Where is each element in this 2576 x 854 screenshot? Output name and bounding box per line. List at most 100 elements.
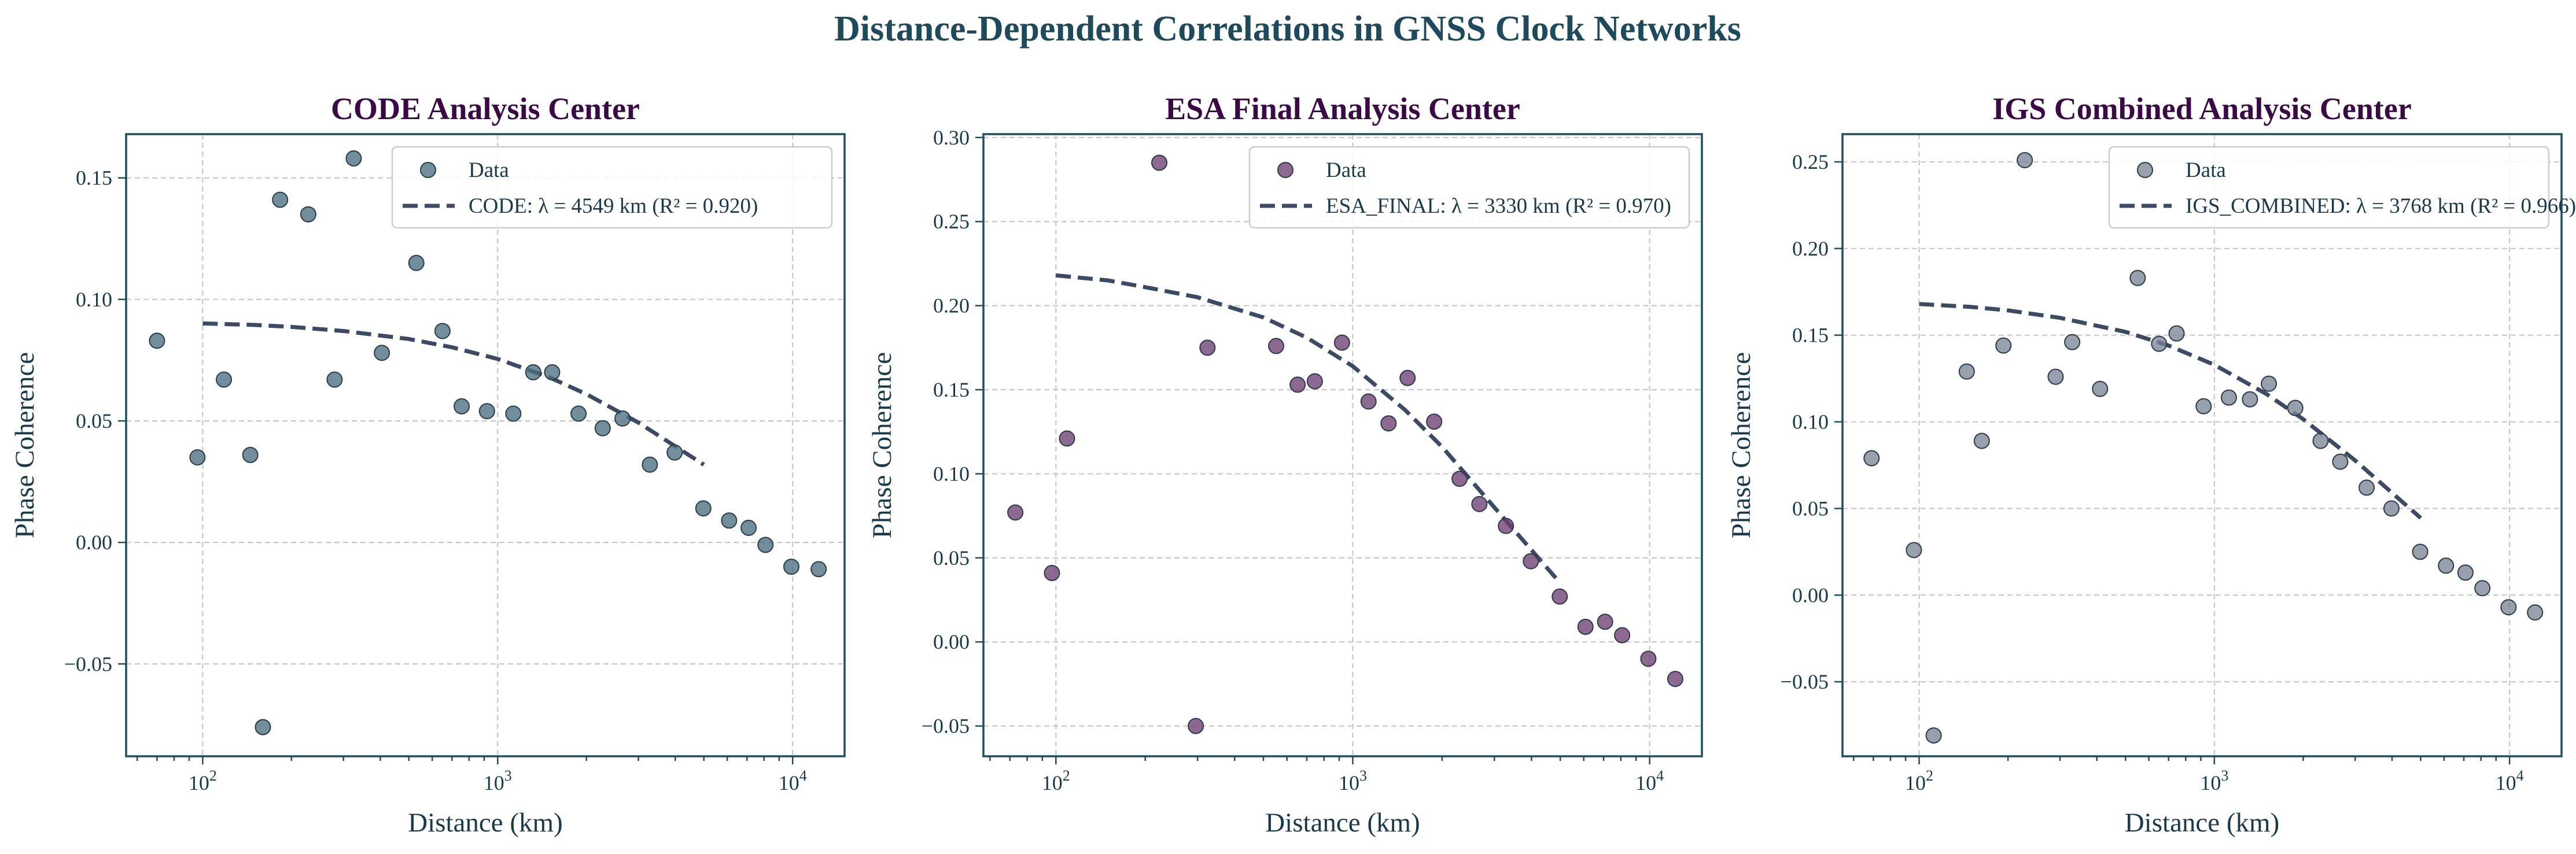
data-point bbox=[242, 446, 259, 463]
data-point bbox=[272, 191, 289, 208]
axes-frame bbox=[125, 133, 846, 757]
x-axis-label: Distance (km) bbox=[2125, 808, 2280, 838]
legend-label-fit: CODE: λ = 4549 km (R² = 0.920) bbox=[469, 194, 758, 218]
legend-box bbox=[391, 146, 833, 229]
y-axis-label: Phase Coherence bbox=[867, 352, 897, 538]
x-tick-label: 102 bbox=[1905, 767, 1933, 794]
data-point bbox=[2412, 544, 2428, 560]
data-point bbox=[721, 512, 738, 529]
x-tick-label-exponent: 2 bbox=[209, 767, 217, 784]
data-point bbox=[478, 403, 495, 420]
data-point bbox=[544, 364, 561, 380]
data-point bbox=[2129, 269, 2146, 286]
data-point bbox=[2287, 400, 2304, 416]
legend-marker-data bbox=[420, 162, 436, 178]
y-tick-label: 0.15 bbox=[933, 378, 970, 401]
fit-line bbox=[1055, 273, 1562, 585]
legend-label-data: Data bbox=[469, 158, 509, 182]
data-point bbox=[2358, 479, 2375, 496]
data-point bbox=[783, 559, 799, 575]
x-tick-label-exponent: 4 bbox=[799, 767, 807, 784]
data-point bbox=[1471, 496, 1488, 512]
data-point bbox=[525, 364, 541, 380]
data-point bbox=[505, 405, 522, 422]
legend-marker-data bbox=[1277, 162, 1293, 178]
data-point bbox=[1995, 337, 2012, 354]
data-point bbox=[1906, 542, 1922, 559]
x-tick-label: 102 bbox=[189, 767, 217, 794]
y-tick-label: 0.30 bbox=[933, 126, 970, 149]
data-point bbox=[2168, 325, 2185, 342]
y-axis-label: Phase Coherence bbox=[1726, 352, 1756, 538]
data-point bbox=[189, 449, 206, 466]
data-point bbox=[642, 456, 658, 473]
data-point bbox=[2474, 580, 2491, 597]
legend-label-data: Data bbox=[1326, 158, 1366, 182]
data-points bbox=[149, 150, 827, 735]
x-tick-label-exponent: 4 bbox=[1656, 767, 1664, 784]
x-tick-label-base: 10 bbox=[189, 771, 209, 794]
y-tick-label: 0.05 bbox=[933, 546, 970, 570]
subplot-title: ESA Final Analysis Center bbox=[1165, 91, 1520, 126]
x-tick-label-base: 10 bbox=[1635, 771, 1656, 794]
y-tick-label: 0.05 bbox=[76, 409, 112, 432]
data-point bbox=[666, 444, 683, 461]
x-tick-label: 103 bbox=[484, 767, 512, 794]
data-point bbox=[2500, 599, 2517, 616]
data-point bbox=[434, 323, 451, 339]
data-point bbox=[1059, 430, 1075, 447]
x-tick-label-exponent: 3 bbox=[1359, 767, 1367, 784]
data-point bbox=[1667, 671, 1683, 687]
y-tick-label: −0.05 bbox=[922, 715, 970, 738]
data-point bbox=[454, 398, 470, 415]
data-point bbox=[1640, 650, 1657, 667]
data-point bbox=[1552, 588, 1568, 605]
data-point bbox=[1498, 517, 1514, 534]
legend: Data IGS_COMBINED: λ = 3768 km (R² = 0.96… bbox=[2108, 146, 2576, 229]
x-tick-label-base: 10 bbox=[1339, 771, 1359, 794]
y-tick-label: 0.10 bbox=[933, 462, 970, 485]
x-tick-label: 103 bbox=[2200, 767, 2228, 794]
y-tick-label: 0.15 bbox=[1792, 324, 1829, 347]
y-tick-label: 0.00 bbox=[933, 630, 970, 653]
subplot-3: 102 103 104−0.050.000.050.100.150.200.25IG… bbox=[1726, 91, 2576, 838]
data-point bbox=[2242, 391, 2258, 408]
x-tick-label-base: 10 bbox=[484, 771, 504, 794]
x-tick-label: 104 bbox=[1635, 767, 1664, 794]
y-tick-label: 0.05 bbox=[1792, 497, 1829, 520]
y-tick-label: 0.10 bbox=[76, 288, 112, 311]
data-point bbox=[614, 410, 631, 427]
data-point bbox=[2064, 334, 2081, 350]
x-axis-label: Distance (km) bbox=[1265, 808, 1420, 838]
data-point bbox=[594, 420, 611, 437]
x-tick-label-exponent: 3 bbox=[504, 767, 512, 784]
subplot-title: CODE Analysis Center bbox=[331, 91, 640, 126]
x-tick-label-base: 10 bbox=[2200, 771, 2221, 794]
data-point bbox=[1577, 619, 1594, 635]
legend-label-fit: IGS_COMBINED: λ = 3768 km (R² = 0.966) bbox=[2186, 194, 2576, 218]
legend-box bbox=[2108, 146, 2550, 229]
data-point bbox=[810, 561, 827, 578]
data-point bbox=[1360, 393, 1377, 410]
data-point bbox=[1289, 376, 1306, 393]
y-tick-label: 0.00 bbox=[1792, 583, 1829, 607]
x-tick-label: 104 bbox=[779, 767, 807, 794]
x-axis-label: Distance (km) bbox=[408, 808, 563, 838]
x-tick-label-exponent: 3 bbox=[2221, 767, 2228, 784]
y-tick-label: 0.15 bbox=[76, 167, 112, 190]
data-point bbox=[2527, 604, 2544, 621]
fit-line bbox=[202, 321, 705, 467]
y-tick-label: 0.20 bbox=[933, 294, 970, 317]
data-point bbox=[2438, 557, 2455, 574]
y-tick-label: 0.20 bbox=[1792, 237, 1829, 260]
data-point bbox=[2017, 151, 2033, 168]
y-tick-label: 0.10 bbox=[1792, 411, 1829, 434]
data-point bbox=[1007, 504, 1024, 521]
data-point bbox=[1399, 369, 1416, 386]
data-point bbox=[1306, 373, 1323, 390]
legend: Data ESA_FINAL: λ = 3330 km (R² = 0.970) bbox=[1248, 146, 1690, 229]
data-point bbox=[1597, 613, 1613, 630]
data-point bbox=[2332, 453, 2349, 470]
